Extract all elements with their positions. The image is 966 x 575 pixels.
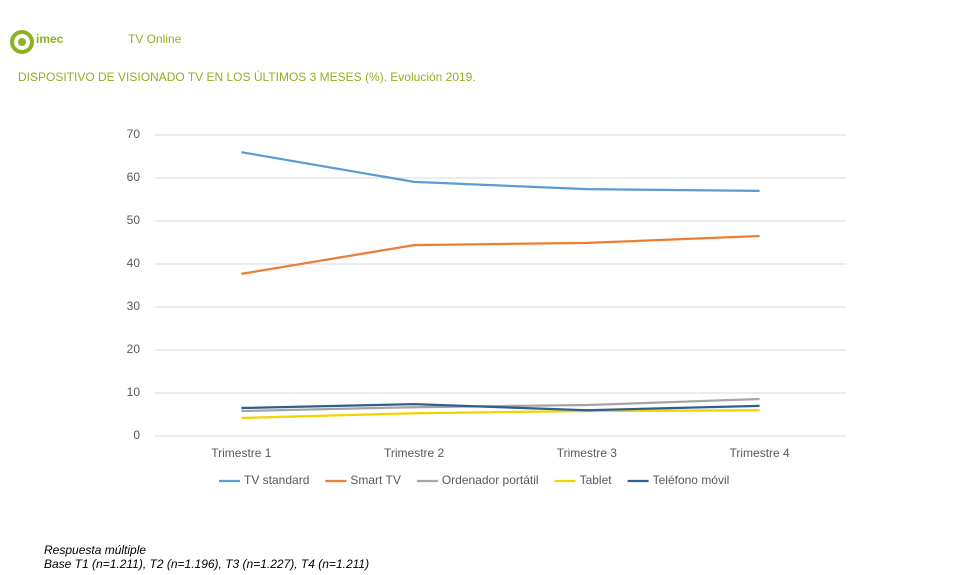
y-tick-label: 60 (127, 170, 141, 184)
note: Respuesta múltiple (44, 543, 146, 557)
x-tick-label: Trimestre 1 (211, 446, 272, 460)
note: Base T1 (n=1.211), T2 (n=1.196), T3 (n=1… (44, 557, 369, 571)
y-tick-label: 0 (133, 428, 140, 442)
y-tick-label: 50 (127, 213, 141, 227)
logo: imec (36, 32, 64, 46)
chart-title: DISPOSITIVO DE VISIONADO TV EN LOS ÚLTIM… (18, 69, 476, 84)
legend-label: Smart TV (350, 473, 400, 487)
x-tick-label: Trimestre 4 (730, 446, 791, 460)
series-line (241, 151, 760, 193)
series-line (241, 409, 760, 420)
logo-icon (10, 30, 34, 54)
legend-label: TV standard (244, 473, 309, 487)
y-tick-label: 40 (127, 256, 141, 270)
legend-label: Tablet (580, 473, 613, 487)
y-tick-label: 20 (127, 342, 141, 356)
series-line (241, 397, 760, 413)
header-title: TV Online (128, 32, 182, 46)
y-tick-label: 10 (127, 385, 141, 399)
y-tick-label: 30 (127, 299, 141, 313)
legend-label: Teléfono móvil (653, 473, 730, 487)
series-line (241, 234, 760, 275)
y-tick-label: 70 (127, 127, 141, 141)
legend-label: Ordenador portátil (442, 473, 539, 487)
x-tick-label: Trimestre 2 (384, 446, 445, 460)
series-line (241, 403, 760, 412)
x-tick-label: Trimestre 3 (557, 446, 618, 460)
